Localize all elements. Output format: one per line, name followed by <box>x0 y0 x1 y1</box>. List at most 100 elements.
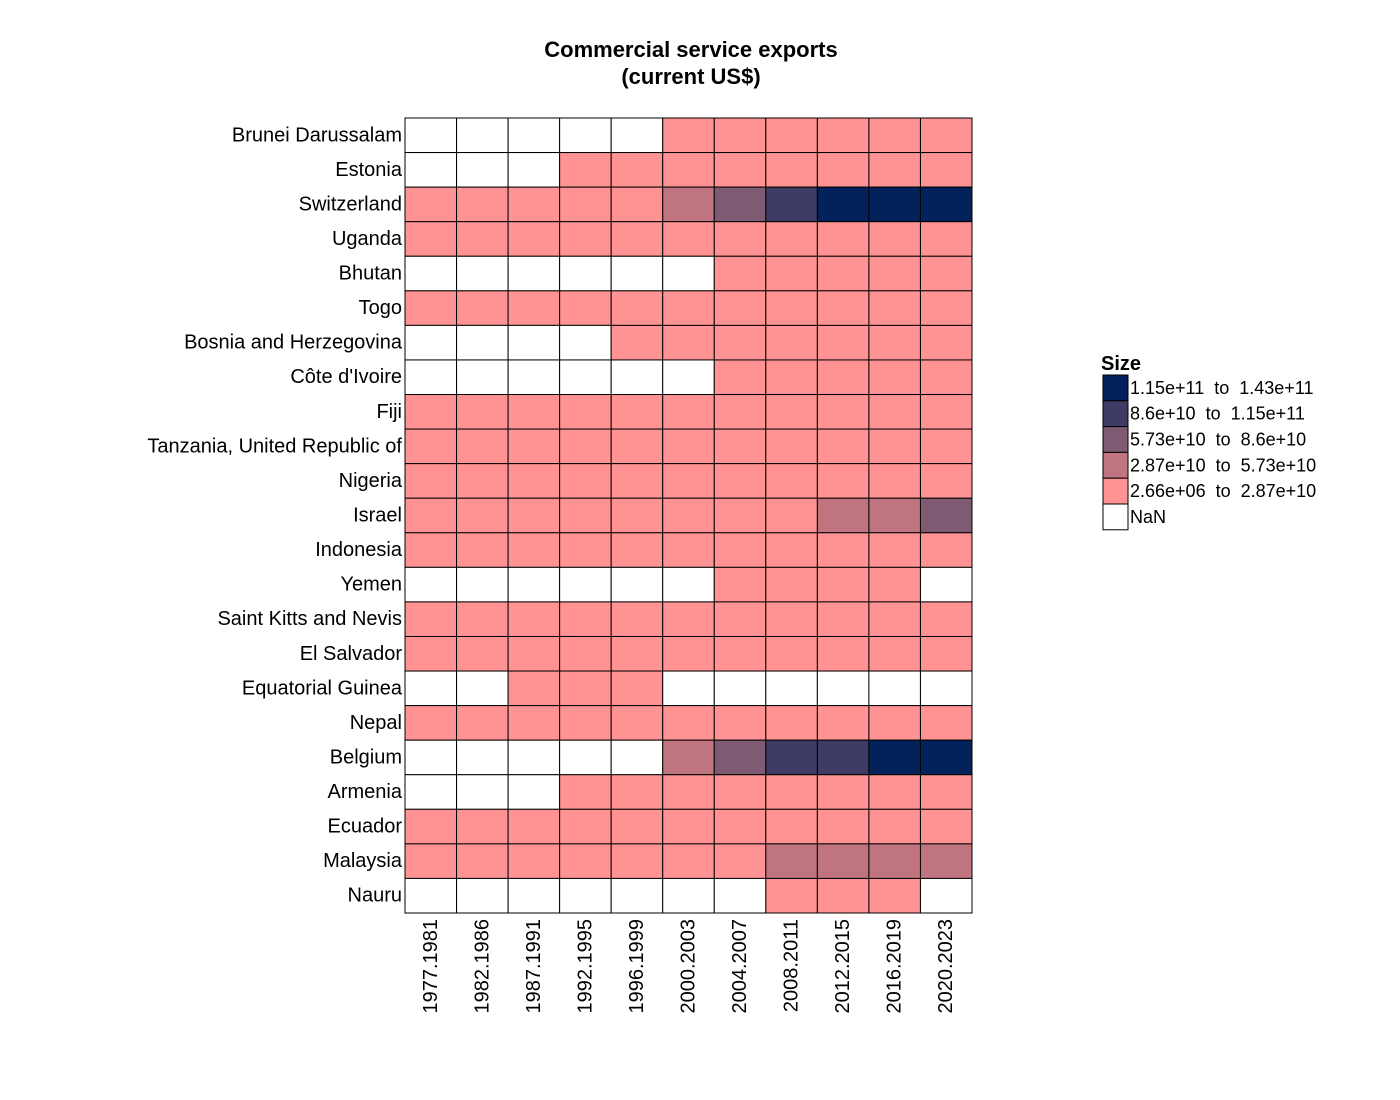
legend-label: 2.66e+06 to 2.87e+10 <box>1130 481 1316 501</box>
heatmap-cell <box>765 221 818 257</box>
heatmap-cell <box>404 497 458 534</box>
heatmap-cell <box>713 221 767 257</box>
heatmap-cell <box>816 117 870 154</box>
heatmap-cell <box>816 359 870 396</box>
heatmap-cell <box>713 497 767 534</box>
row-label: Indonesia <box>315 539 403 561</box>
heatmap-cell <box>919 497 973 534</box>
heatmap-cell <box>765 808 818 845</box>
column-label: 1977.1981 <box>420 919 442 1014</box>
column-label: 2000.2003 <box>678 919 700 1014</box>
heatmap-cell <box>765 428 818 465</box>
heatmap-cell <box>404 290 458 326</box>
column-label: 2016.2019 <box>884 919 906 1014</box>
legend-swatch <box>1102 477 1129 505</box>
heatmap-cell <box>507 428 561 465</box>
row-label: Nauru <box>348 885 402 907</box>
heatmap-cell <box>713 601 767 637</box>
heatmap-cell <box>919 843 973 879</box>
heatmap-cell <box>662 877 715 914</box>
heatmap-cell <box>559 359 612 396</box>
heatmap-cell <box>868 463 921 499</box>
heatmap-cell <box>713 428 767 465</box>
row-label: Malaysia <box>323 850 403 872</box>
heatmap-cell <box>456 221 509 257</box>
heatmap-cell <box>816 532 870 568</box>
heatmap-cell <box>868 877 921 914</box>
heatmap-cell <box>919 324 973 361</box>
heatmap-cell <box>610 739 664 776</box>
heatmap-cell <box>610 566 664 603</box>
heatmap-cell <box>507 705 561 741</box>
heatmap-cell <box>816 290 870 326</box>
column-label: 2008.2011 <box>781 919 803 1012</box>
heatmap-cell <box>765 635 818 672</box>
heatmap-cell <box>868 255 921 292</box>
heatmap-cell <box>610 117 664 154</box>
heatmap-cell <box>404 808 458 845</box>
column-label: 2004.2007 <box>729 919 751 1014</box>
heatmap-cell <box>507 497 561 534</box>
heatmap-cell <box>610 877 664 914</box>
legend-swatch <box>1102 374 1129 402</box>
heatmap-cell <box>713 324 767 361</box>
heatmap-cell <box>662 566 715 603</box>
heatmap-cell <box>868 739 921 776</box>
heatmap-cell <box>868 394 921 430</box>
row-label: Côte d'Ivoire <box>290 366 402 388</box>
heatmap-cell <box>404 877 458 914</box>
heatmap-cell <box>662 186 715 223</box>
heatmap-cell <box>559 566 612 603</box>
heatmap-cell <box>919 117 973 154</box>
heatmap-cell <box>713 774 767 810</box>
heatmap-cell <box>559 843 612 879</box>
heatmap-cell <box>456 117 509 154</box>
heatmap-cell <box>765 705 818 741</box>
legend-label: 5.73e+10 to 8.6e+10 <box>1130 430 1306 450</box>
row-label: Tanzania, United Republic of <box>147 435 402 457</box>
heatmap-cell <box>610 394 664 430</box>
heatmap-cell <box>765 359 818 396</box>
heatmap-cell <box>610 601 664 637</box>
heatmap-cell <box>404 705 458 741</box>
heatmap-cell <box>404 359 458 396</box>
heatmap-cell <box>919 463 973 499</box>
heatmap-cell <box>713 532 767 568</box>
heatmap-cell <box>456 359 509 396</box>
heatmap-cell <box>662 428 715 465</box>
column-labels: 1977.1981 1982.1986 1987.1991 1992.1995 1996… <box>420 919 957 1014</box>
heatmap-cell <box>816 843 870 879</box>
heatmap-cell <box>404 186 458 223</box>
row-labels: Brunei Darussalam Estonia Switzerland Ugand… <box>147 124 402 906</box>
row-label: Brunei Darussalam <box>232 124 402 146</box>
heatmap-cell <box>868 670 921 707</box>
heatmap-cell <box>765 186 818 223</box>
column-label: 1992.1995 <box>574 919 596 1014</box>
heatmap-cell <box>713 566 767 603</box>
row-label: Bosnia and Herzegovina <box>184 332 403 354</box>
heatmap-cell <box>816 255 870 292</box>
heatmap-cell <box>456 566 509 603</box>
row-label: Fiji <box>376 401 402 423</box>
heatmap-cell <box>456 290 509 326</box>
heatmap-cell <box>816 705 870 741</box>
column-label: 2020.2023 <box>935 919 957 1014</box>
heatmap-cell <box>868 117 921 154</box>
heatmap-cell <box>559 670 612 707</box>
heatmap-cell <box>662 221 715 257</box>
heatmap-cell <box>919 532 973 568</box>
heatmap-cell <box>456 463 509 499</box>
heatmap-cell <box>816 324 870 361</box>
heatmap-cell <box>816 428 870 465</box>
heatmap-cell <box>507 774 561 810</box>
heatmap-cell <box>610 670 664 707</box>
heatmap-cell <box>404 324 458 361</box>
heatmap-cell <box>610 324 664 361</box>
heatmap-cell <box>868 186 921 223</box>
heatmap-cell <box>816 877 870 914</box>
heatmap-cell <box>713 117 767 154</box>
heatmap-cell <box>919 152 973 188</box>
heatmap-cell <box>507 635 561 672</box>
heatmap-cell <box>559 463 612 499</box>
heatmap-cell <box>868 221 921 257</box>
